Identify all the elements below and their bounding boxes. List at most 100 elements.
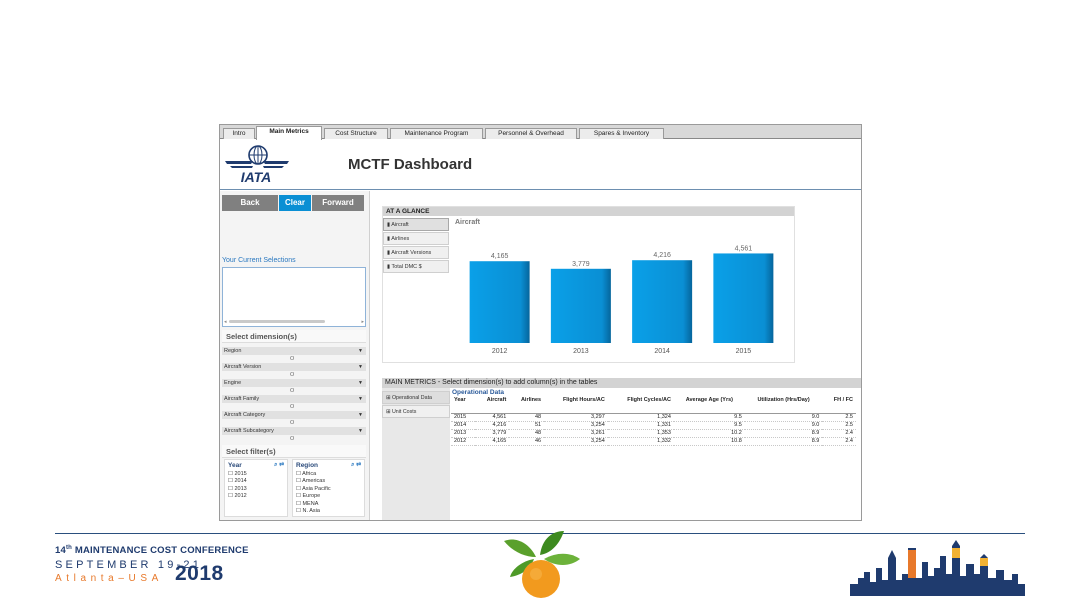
tab-cost-structure[interactable]: Cost Structure bbox=[324, 128, 388, 139]
bar-2012[interactable] bbox=[469, 261, 530, 343]
conference-name: 14th MAINTENANCE COST CONFERENCE bbox=[55, 545, 249, 556]
table-row[interactable]: 2014 4,216 51 3,254 1,331 9.5 9.0 2.5 bbox=[451, 421, 856, 430]
bar-2013[interactable] bbox=[550, 268, 611, 343]
filter-item-mena[interactable]: ☐ MENA bbox=[296, 500, 319, 507]
x-tick-label: 2012 bbox=[492, 348, 508, 355]
dimension-engine[interactable]: Engine ▼ bbox=[222, 379, 366, 387]
current-selections-label: Your Current Selections bbox=[222, 257, 296, 264]
glance-button-total-dmc[interactable]: ▮ Total DMC $ bbox=[383, 260, 449, 273]
table-cell: 9.5 bbox=[673, 413, 745, 422]
filter-item-asia-pacific[interactable]: ☐ Asia Pacific bbox=[296, 485, 331, 492]
table-cell: 48 bbox=[509, 413, 545, 422]
tab-main-metrics[interactable]: Main Metrics bbox=[256, 126, 322, 140]
filter-item-2015[interactable]: ☐ 2015 bbox=[228, 471, 247, 477]
dimension-aircraft-version[interactable]: Aircraft Version ▼ bbox=[222, 363, 366, 371]
conference-dates: SEPTEMBER 19-21 bbox=[55, 559, 203, 571]
table-cell: 46 bbox=[509, 437, 545, 446]
year-filter-label: Year bbox=[228, 462, 242, 469]
filter-item-2014[interactable]: ☐ 2014 bbox=[228, 478, 247, 485]
bar-2015[interactable] bbox=[713, 253, 774, 343]
year-filter: Year ⌕ ⇄ ☐ 2015 ☐ 2014 ☐ 2013 ☐ 2012 bbox=[224, 459, 288, 517]
table-cell: 2012 bbox=[451, 437, 476, 446]
table-cell: 51 bbox=[509, 421, 545, 430]
metrics-button-operational-data[interactable]: ⊞ Operational Data bbox=[382, 391, 450, 404]
dimension-aircraft-family[interactable]: Aircraft Family ▼ bbox=[222, 395, 366, 403]
column-header[interactable]: Average Age (Yrs) bbox=[673, 397, 745, 414]
dimension-aircraft-subcategory[interactable]: Aircraft Subcategory ▼ bbox=[222, 427, 366, 435]
column-header[interactable]: Flight Cycles/AC bbox=[607, 397, 674, 414]
filter-item-n-asia[interactable]: ☐ N. Asia bbox=[296, 508, 320, 515]
filter-item-2013[interactable]: ☐ 2013 bbox=[228, 485, 247, 492]
column-header[interactable]: Utilization (Hrs/Day) bbox=[744, 397, 823, 414]
bar-2014[interactable] bbox=[632, 260, 693, 343]
tab-bar: Intro Main Metrics Cost Structure Mainte… bbox=[220, 125, 861, 140]
tab-spares-inventory[interactable]: Spares & Inventory bbox=[579, 128, 664, 139]
at-a-glance-panel: AT A GLANCE ▮ Aircraft ▮ Airlines ▮ Airc… bbox=[382, 206, 795, 363]
glance-button-airlines[interactable]: ▮ Airlines bbox=[383, 232, 449, 245]
current-selections-box[interactable]: ◂ ▸ bbox=[222, 267, 366, 327]
bar-chart-icon: ▮ bbox=[387, 236, 391, 242]
filter-header: Year ⌕ ⇄ bbox=[225, 460, 287, 471]
filter-item-africa[interactable]: ☐ Africa bbox=[296, 471, 317, 477]
filter-item-label: Africa bbox=[302, 471, 317, 477]
tab-maintenance-program[interactable]: Maintenance Program bbox=[390, 128, 483, 139]
back-button[interactable]: Back bbox=[222, 195, 278, 211]
table-icon: ⊞ bbox=[386, 409, 391, 415]
select-dimensions-header: Select dimension(s) bbox=[222, 330, 366, 343]
search-icon[interactable]: ⌕ ⇄ bbox=[351, 462, 361, 468]
filter-item-label: Americas bbox=[302, 478, 326, 485]
glance-button-aircraft[interactable]: ▮ Aircraft bbox=[383, 218, 449, 231]
table-cell: 2015 bbox=[451, 413, 476, 422]
data-label: 4,216 bbox=[653, 252, 671, 259]
column-header[interactable]: Year bbox=[451, 397, 476, 414]
data-label: 4,561 bbox=[735, 245, 753, 252]
table-cell: 4,165 bbox=[475, 437, 510, 446]
tab-intro[interactable]: Intro bbox=[223, 128, 255, 139]
scroll-left-icon[interactable]: ◂ bbox=[224, 319, 227, 325]
scroll-right-icon[interactable]: ▸ bbox=[361, 319, 364, 325]
dimension-aircraft-category[interactable]: Aircraft Category ▼ bbox=[222, 411, 366, 419]
column-header[interactable]: Aircraft bbox=[475, 397, 510, 414]
bar-chart-icon: ▮ bbox=[387, 264, 391, 270]
dropdown-arrow-icon: ▼ bbox=[358, 428, 363, 434]
horizontal-scrollbar[interactable] bbox=[229, 320, 325, 323]
table-row[interactable]: 2012 4,165 46 3,254 1,332 10.8 8.9 2.4 bbox=[451, 437, 856, 446]
filter-item-label: MENA bbox=[302, 500, 319, 507]
table-cell: 3,779 bbox=[475, 429, 510, 438]
metrics-button-label: Operational Data bbox=[391, 395, 432, 401]
conference-year: 2018 bbox=[175, 562, 224, 585]
filter-item-europe[interactable]: ☐ Europe bbox=[296, 493, 321, 500]
filter-item-label: 2013 bbox=[234, 485, 247, 492]
page-title: MCTF Dashboard bbox=[348, 156, 473, 173]
column-header[interactable]: Airlines bbox=[509, 397, 545, 414]
filter-item-2012[interactable]: ☐ 2012 bbox=[228, 493, 247, 500]
dropdown-arrow-icon: ▼ bbox=[358, 380, 363, 386]
metrics-button-unit-costs[interactable]: ⊞ Unit Costs bbox=[382, 405, 450, 418]
table-cell: 3,254 bbox=[544, 421, 608, 430]
table-row[interactable]: 2013 3,779 48 3,261 1,353 10.2 8.9 2.4 bbox=[451, 429, 856, 438]
table-cell: 9.0 bbox=[744, 413, 823, 422]
dimension-label: Aircraft Subcategory bbox=[224, 428, 274, 434]
filter-item-americas[interactable]: ☐ Americas bbox=[296, 478, 326, 485]
select-filters-header: Select filter(s) bbox=[222, 445, 366, 458]
table-cell: 8.9 bbox=[744, 429, 823, 438]
clear-button[interactable]: Clear bbox=[279, 195, 311, 211]
dimension-marker: O bbox=[290, 372, 295, 378]
column-header[interactable]: Flight Hours/AC bbox=[544, 397, 608, 414]
dimension-region[interactable]: Region ▼ bbox=[222, 347, 366, 355]
atlanta-skyline-logo bbox=[850, 540, 1025, 596]
metrics-button-column: ⊞ Operational Data ⊞ Unit Costs bbox=[382, 388, 450, 520]
left-panel: Back Clear Forward Your Current Selectio… bbox=[220, 191, 370, 520]
tab-personnel-overhead[interactable]: Personnel & Overhead bbox=[485, 128, 577, 139]
table-row[interactable]: 2015 4,561 48 3,297 1,324 9.5 9.0 2.5 bbox=[451, 413, 856, 422]
column-header[interactable]: FH / FC bbox=[822, 397, 856, 414]
conference-location: Atlanta–USA bbox=[55, 573, 163, 584]
dashboard-window: Intro Main Metrics Cost Structure Mainte… bbox=[219, 124, 862, 521]
conference-number: 14 bbox=[55, 545, 66, 557]
table-cell: 9.5 bbox=[673, 421, 745, 430]
search-icon[interactable]: ⌕ ⇄ bbox=[274, 462, 284, 468]
dropdown-arrow-icon: ▼ bbox=[358, 396, 363, 402]
filter-item-label: Asia Pacific bbox=[302, 485, 331, 492]
forward-button[interactable]: Forward bbox=[312, 195, 364, 211]
glance-button-aircraft-versions[interactable]: ▮ Aircraft Versions bbox=[383, 246, 449, 259]
